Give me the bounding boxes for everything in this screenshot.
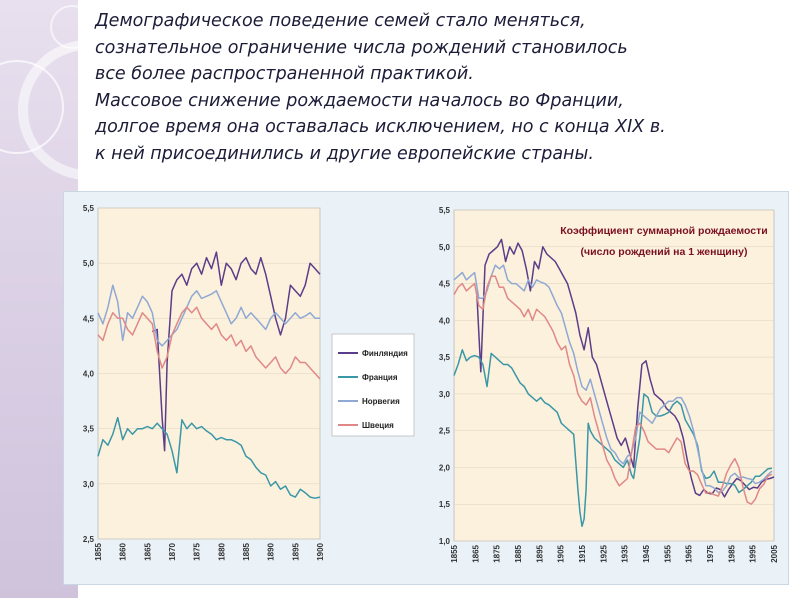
- legend-box: [331, 333, 415, 437]
- right-chart-x-tick-label: 1925: [599, 544, 608, 562]
- left-chart-y-tick-label: 5,5: [83, 204, 95, 213]
- right-chart-y-tick-label: 3,0: [439, 390, 451, 399]
- left-chart-x-tick-label: 1885: [242, 542, 251, 560]
- left-chart-x-tick-label: 1865: [143, 542, 152, 560]
- right-chart-x-tick-label: 1875: [493, 544, 502, 562]
- legend-label: Норвегия: [362, 397, 400, 406]
- legend-label: Франция: [362, 373, 398, 382]
- left-chart-series-line: [97, 284, 320, 347]
- right-chart-x-tick-label: 1985: [727, 544, 736, 562]
- heading-line: сознательное ограничение числа рождений …: [95, 37, 628, 58]
- left-chart-y-tick-label: 5,0: [83, 259, 95, 268]
- right-chart-x-tick-label: 1975: [706, 544, 715, 562]
- left-chart-series-line: [151, 251, 321, 452]
- right-chart-x-tick-label: 1955: [663, 544, 672, 562]
- right-chart-title: Коэффициент суммарной рождаемости: [560, 225, 767, 237]
- right-chart-series-line: [475, 238, 775, 498]
- heading-line: Массовое снижение рождаемости началось в…: [95, 90, 624, 111]
- right-chart-x-tick-label: 1915: [578, 544, 587, 562]
- right-chart-x-tick-label: 2005: [770, 544, 779, 562]
- right-chart-subtitle: (число рождений на 1 женщину): [581, 246, 748, 258]
- right-chart-x-tick-label: 1995: [749, 544, 758, 562]
- slide-heading: Демографическое поведение семей стало ме…: [95, 8, 795, 167]
- right-chart-plot-area: [453, 209, 775, 542]
- right-chart-series-line: [453, 275, 773, 505]
- left-chart-series-line: [97, 416, 321, 499]
- left-chart-x-tick-label: 1880: [217, 542, 226, 560]
- left-chart-x-tick-label: 1875: [193, 542, 202, 560]
- left-chart-x-tick-label: 1855: [94, 542, 103, 560]
- right-chart-x-tick-label: 1965: [685, 544, 694, 562]
- left-chart-y-tick-label: 4,0: [83, 370, 95, 379]
- chart-frame: 2,5 3,0 3,5 4,0 4,5 5,0 5,5 1855 1860 1865 1870 187…: [63, 191, 789, 585]
- right-chart-y-tick-label: 1,5: [439, 500, 451, 509]
- left-chart-y-tick-label: 3,0: [83, 480, 95, 489]
- right-chart-y-tick-label: 3,5: [439, 353, 451, 362]
- right-chart-x-tick-label: 1945: [642, 544, 651, 562]
- right-chart-y-tick-label: 2,5: [439, 427, 451, 436]
- legend-label: Финляндия: [362, 349, 408, 358]
- left-chart-y-tick-label: 4,5: [83, 314, 95, 323]
- fertility-charts: 2,5 3,0 3,5 4,0 4,5 5,0 5,5 1855 1860 1865 1870 187…: [83, 204, 779, 563]
- right-chart-x-tick-label: 1935: [621, 544, 630, 562]
- left-chart-x-tick-label: 1870: [168, 542, 177, 560]
- left-chart-y-tick-label: 3,5: [83, 425, 95, 434]
- right-chart-x-tick-label: 1885: [514, 544, 523, 562]
- right-chart-y-tick-label: 4,5: [439, 280, 451, 289]
- right-chart-x-tick-label: 1865: [471, 544, 480, 562]
- left-chart-x-tick-label: 1860: [119, 542, 128, 560]
- heading-line: все более распространенной практикой.: [95, 64, 474, 84]
- left-chart-series-line: [97, 306, 321, 380]
- left-chart-x-tick-label: 1895: [291, 542, 300, 560]
- heading-line: долгое время она оставалась исключением,…: [95, 117, 666, 137]
- legend-label: Швеция: [362, 421, 394, 430]
- right-chart-y-tick-label: 5,5: [439, 206, 451, 215]
- heading-line: Демографическое поведение семей стало ме…: [95, 11, 586, 31]
- left-chart-x-tick-label: 1900: [316, 542, 325, 560]
- left-chart-y-tick-label: 2,5: [83, 535, 95, 544]
- right-chart-y-tick-label: 2,0: [439, 463, 451, 472]
- right-chart-x-tick-label: 1855: [450, 544, 459, 562]
- heading-line: к ней присоединились и другие европейски…: [95, 143, 594, 164]
- right-chart-x-tick-label: 1905: [557, 544, 566, 562]
- right-chart-series-line: [453, 349, 773, 528]
- left-chart-x-tick-label: 1890: [267, 542, 276, 560]
- right-chart-y-tick-label: 4,0: [439, 316, 451, 325]
- right-chart-x-tick-label: 1895: [535, 544, 544, 562]
- right-chart-y-tick-label: 1,0: [439, 537, 451, 546]
- right-chart-y-tick-label: 5,0: [439, 243, 451, 252]
